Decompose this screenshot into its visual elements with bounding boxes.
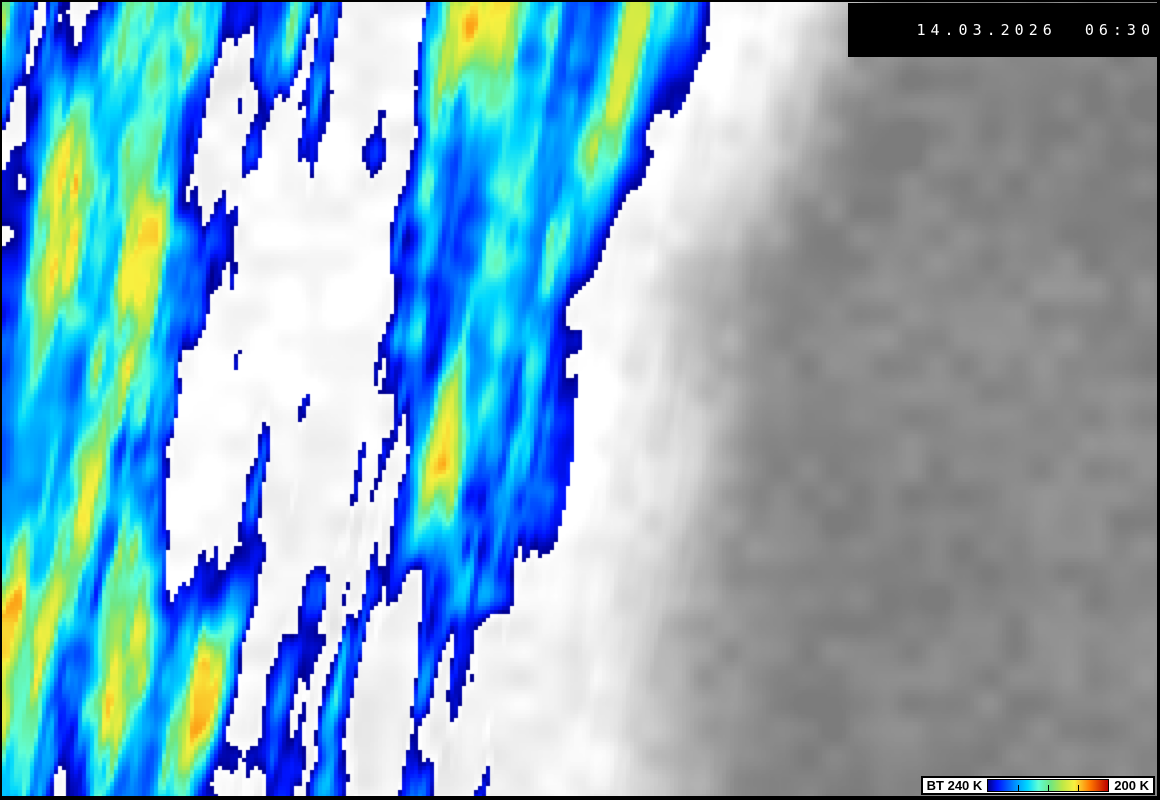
colorbar-tick (1018, 785, 1020, 791)
colorbar-max-label: 200 K (1114, 778, 1149, 793)
colorbar-legend: BT 240 K 200 K (920, 776, 1155, 795)
timestamp-text: 14.03.2026 06:30 (916, 21, 1155, 39)
colorbar-gradient (987, 779, 1110, 792)
colorbar-min-label: BT 240 K (926, 778, 983, 793)
timestamp-overlay: 14.03.2026 06:30 (848, 3, 1157, 57)
colorbar-tick (1048, 785, 1050, 791)
colorbar-tick (1078, 785, 1080, 791)
